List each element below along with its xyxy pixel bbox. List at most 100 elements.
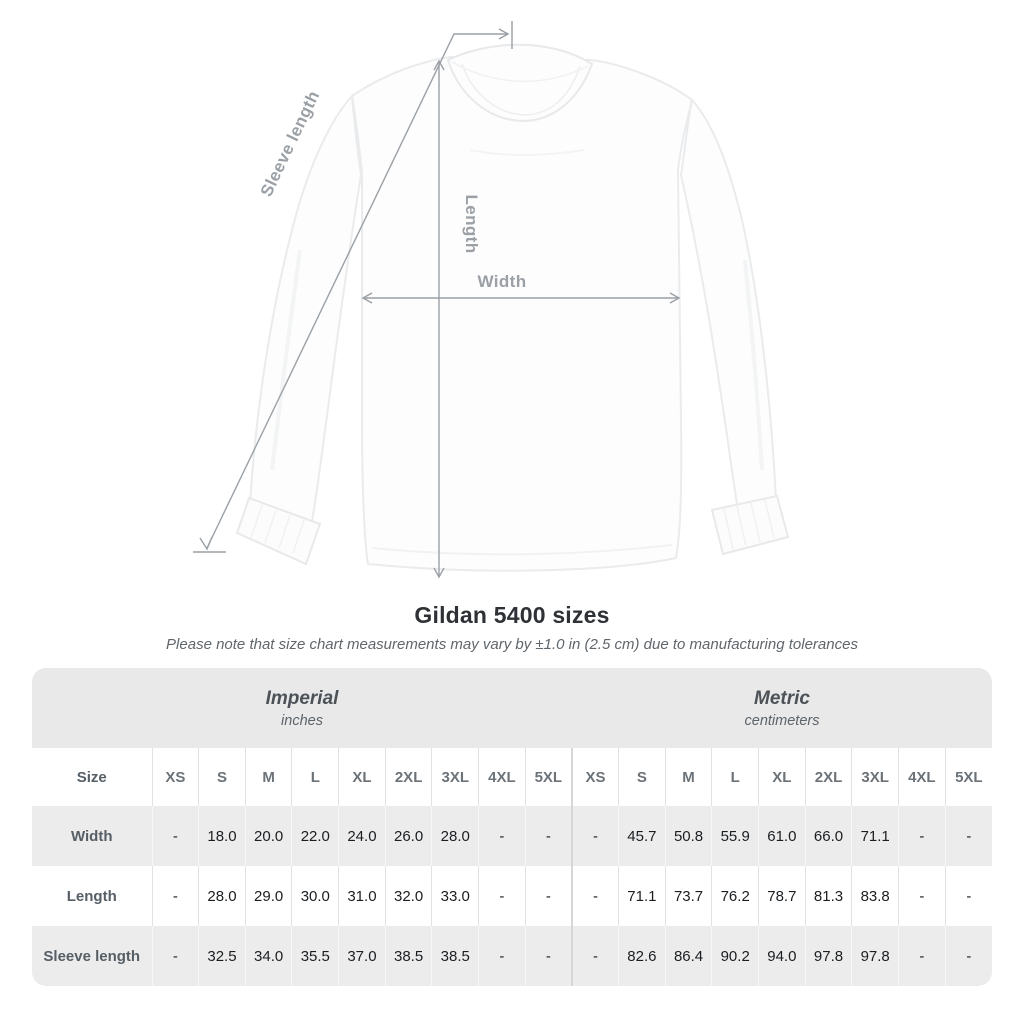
table-cell: 55.9 — [711, 806, 759, 866]
table-cell: 83.8 — [851, 866, 899, 926]
size-col-header: 4XL — [898, 748, 946, 806]
table-cell: - — [524, 866, 572, 926]
table-cell: 20.0 — [244, 806, 292, 866]
shirt-illustration — [235, 43, 790, 572]
table-cell: - — [478, 866, 526, 926]
size-table-body: Size XS S M L XL 2XL 3XL 4XL 5XL XS S M L XL 2XL 3XL 4XL 5… — [32, 748, 992, 986]
table-cell: 28.0 — [431, 806, 479, 866]
size-col-header: L — [711, 748, 759, 806]
length-label: Length — [462, 194, 481, 253]
table-row: Sleeve length -32.5 34.0 35.5 37.0 38.5 38.5- -… — [32, 926, 992, 986]
table-cell: - — [524, 806, 572, 866]
size-col-header: XS — [570, 748, 619, 806]
table-cell: - — [570, 866, 619, 926]
table-cell: - — [944, 806, 992, 866]
table-cell: 38.5 — [431, 926, 479, 986]
size-col-header: 3XL — [431, 748, 479, 806]
imperial-group-unit: inches — [281, 712, 323, 729]
metric-group-unit: centimeters — [744, 712, 820, 729]
table-cell: 31.0 — [338, 866, 386, 926]
table-cell: 37.0 — [338, 926, 386, 986]
shirt-size-diagram: Sleeve length Length Width — [193, 21, 790, 579]
table-cell: 82.6 — [618, 926, 666, 986]
row-label: Width — [70, 827, 113, 845]
size-col-header: XL — [338, 748, 386, 806]
shirt-diagram-svg: Sleeve length Length Width — [193, 21, 790, 579]
width-label: Width — [477, 272, 526, 291]
size-col-header: S — [198, 748, 246, 806]
table-cell: 66.0 — [804, 806, 852, 866]
imperial-group-label: Imperial — [265, 687, 339, 709]
table-cell: 18.0 — [198, 806, 246, 866]
table-cell: - — [898, 926, 946, 986]
table-cell: 35.5 — [291, 926, 339, 986]
size-chart: Imperial inches Metric centimeters Size X… — [32, 668, 992, 986]
table-cell: 28.0 — [198, 866, 246, 926]
table-cell: - — [151, 866, 199, 926]
table-cell: - — [944, 926, 992, 986]
size-table: Size XS S M L XL 2XL 3XL 4XL 5XL XS S M L XL 2XL 3XL 4XL 5… — [32, 748, 992, 986]
table-cell: 38.5 — [384, 926, 432, 986]
row-label: Sleeve length — [43, 947, 141, 965]
table-cell: - — [570, 926, 619, 986]
table-cell: 61.0 — [758, 806, 806, 866]
table-cell: 94.0 — [758, 926, 806, 986]
sleeve-length-arrow — [193, 21, 513, 553]
table-cell: 30.0 — [291, 866, 339, 926]
table-cell: 50.8 — [664, 806, 712, 866]
size-col-header: L — [291, 748, 339, 806]
row-label: Length — [66, 887, 117, 905]
table-cell: - — [944, 866, 992, 926]
table-cell: 32.0 — [384, 866, 432, 926]
table-cell: 26.0 — [384, 806, 432, 866]
table-cell: 97.8 — [851, 926, 899, 986]
length-arrow — [433, 59, 445, 579]
page-title: Gildan 5400 sizes — [414, 602, 610, 628]
table-cell: 71.1 — [851, 806, 899, 866]
tolerance-note: Please note that size chart measurements… — [166, 636, 858, 653]
table-cell: 29.0 — [244, 866, 292, 926]
size-col-header: 2XL — [384, 748, 432, 806]
table-cell: - — [151, 806, 199, 866]
table-cell: 33.0 — [431, 866, 479, 926]
table-cell: 90.2 — [711, 926, 759, 986]
table-cell: - — [151, 926, 199, 986]
table-row: Length -28.0 29.0 30.0 31.0 32.0 33.0- - -71.1 73… — [32, 866, 992, 926]
table-cell: - — [524, 926, 572, 986]
size-col-header: XS — [151, 748, 199, 806]
size-col-header: 3XL — [851, 748, 899, 806]
width-arrow — [361, 292, 681, 304]
table-cell: 34.0 — [244, 926, 292, 986]
size-col-header: 5XL — [944, 748, 992, 806]
table-cell: - — [898, 866, 946, 926]
table-row: Width -18.0 20.0 22.0 24.0 26.0 28.0- - -45.7 50.… — [32, 806, 992, 866]
unit-group-header: Imperial inches Metric centimeters — [32, 668, 992, 748]
size-col-header: M — [664, 748, 712, 806]
table-cell: 76.2 — [711, 866, 759, 926]
table-cell: 71.1 — [618, 866, 666, 926]
metric-group-label: Metric — [754, 687, 810, 709]
size-col-header: XL — [758, 748, 806, 806]
table-cell: 97.8 — [804, 926, 852, 986]
size-col-header: 4XL — [478, 748, 526, 806]
imperial-group: Imperial inches — [32, 668, 572, 748]
table-cell: 45.7 — [618, 806, 666, 866]
size-col-header: S — [618, 748, 666, 806]
size-header: Size — [76, 768, 107, 786]
table-cell: 86.4 — [664, 926, 712, 986]
table-cell: 22.0 — [291, 806, 339, 866]
size-col-header: 5XL — [524, 748, 572, 806]
table-cell: 24.0 — [338, 806, 386, 866]
table-cell: 73.7 — [664, 866, 712, 926]
size-header-row: Size XS S M L XL 2XL 3XL 4XL 5XL XS S M L XL 2XL 3XL 4XL 5… — [32, 748, 992, 806]
table-cell: 81.3 — [804, 866, 852, 926]
table-cell: - — [898, 806, 946, 866]
table-cell: 32.5 — [198, 926, 246, 986]
table-cell: 78.7 — [758, 866, 806, 926]
size-col-header: 2XL — [804, 748, 852, 806]
size-col-header: M — [244, 748, 292, 806]
table-cell: - — [570, 806, 619, 866]
table-cell: - — [478, 926, 526, 986]
table-cell: - — [478, 806, 526, 866]
metric-group: Metric centimeters — [572, 668, 992, 748]
